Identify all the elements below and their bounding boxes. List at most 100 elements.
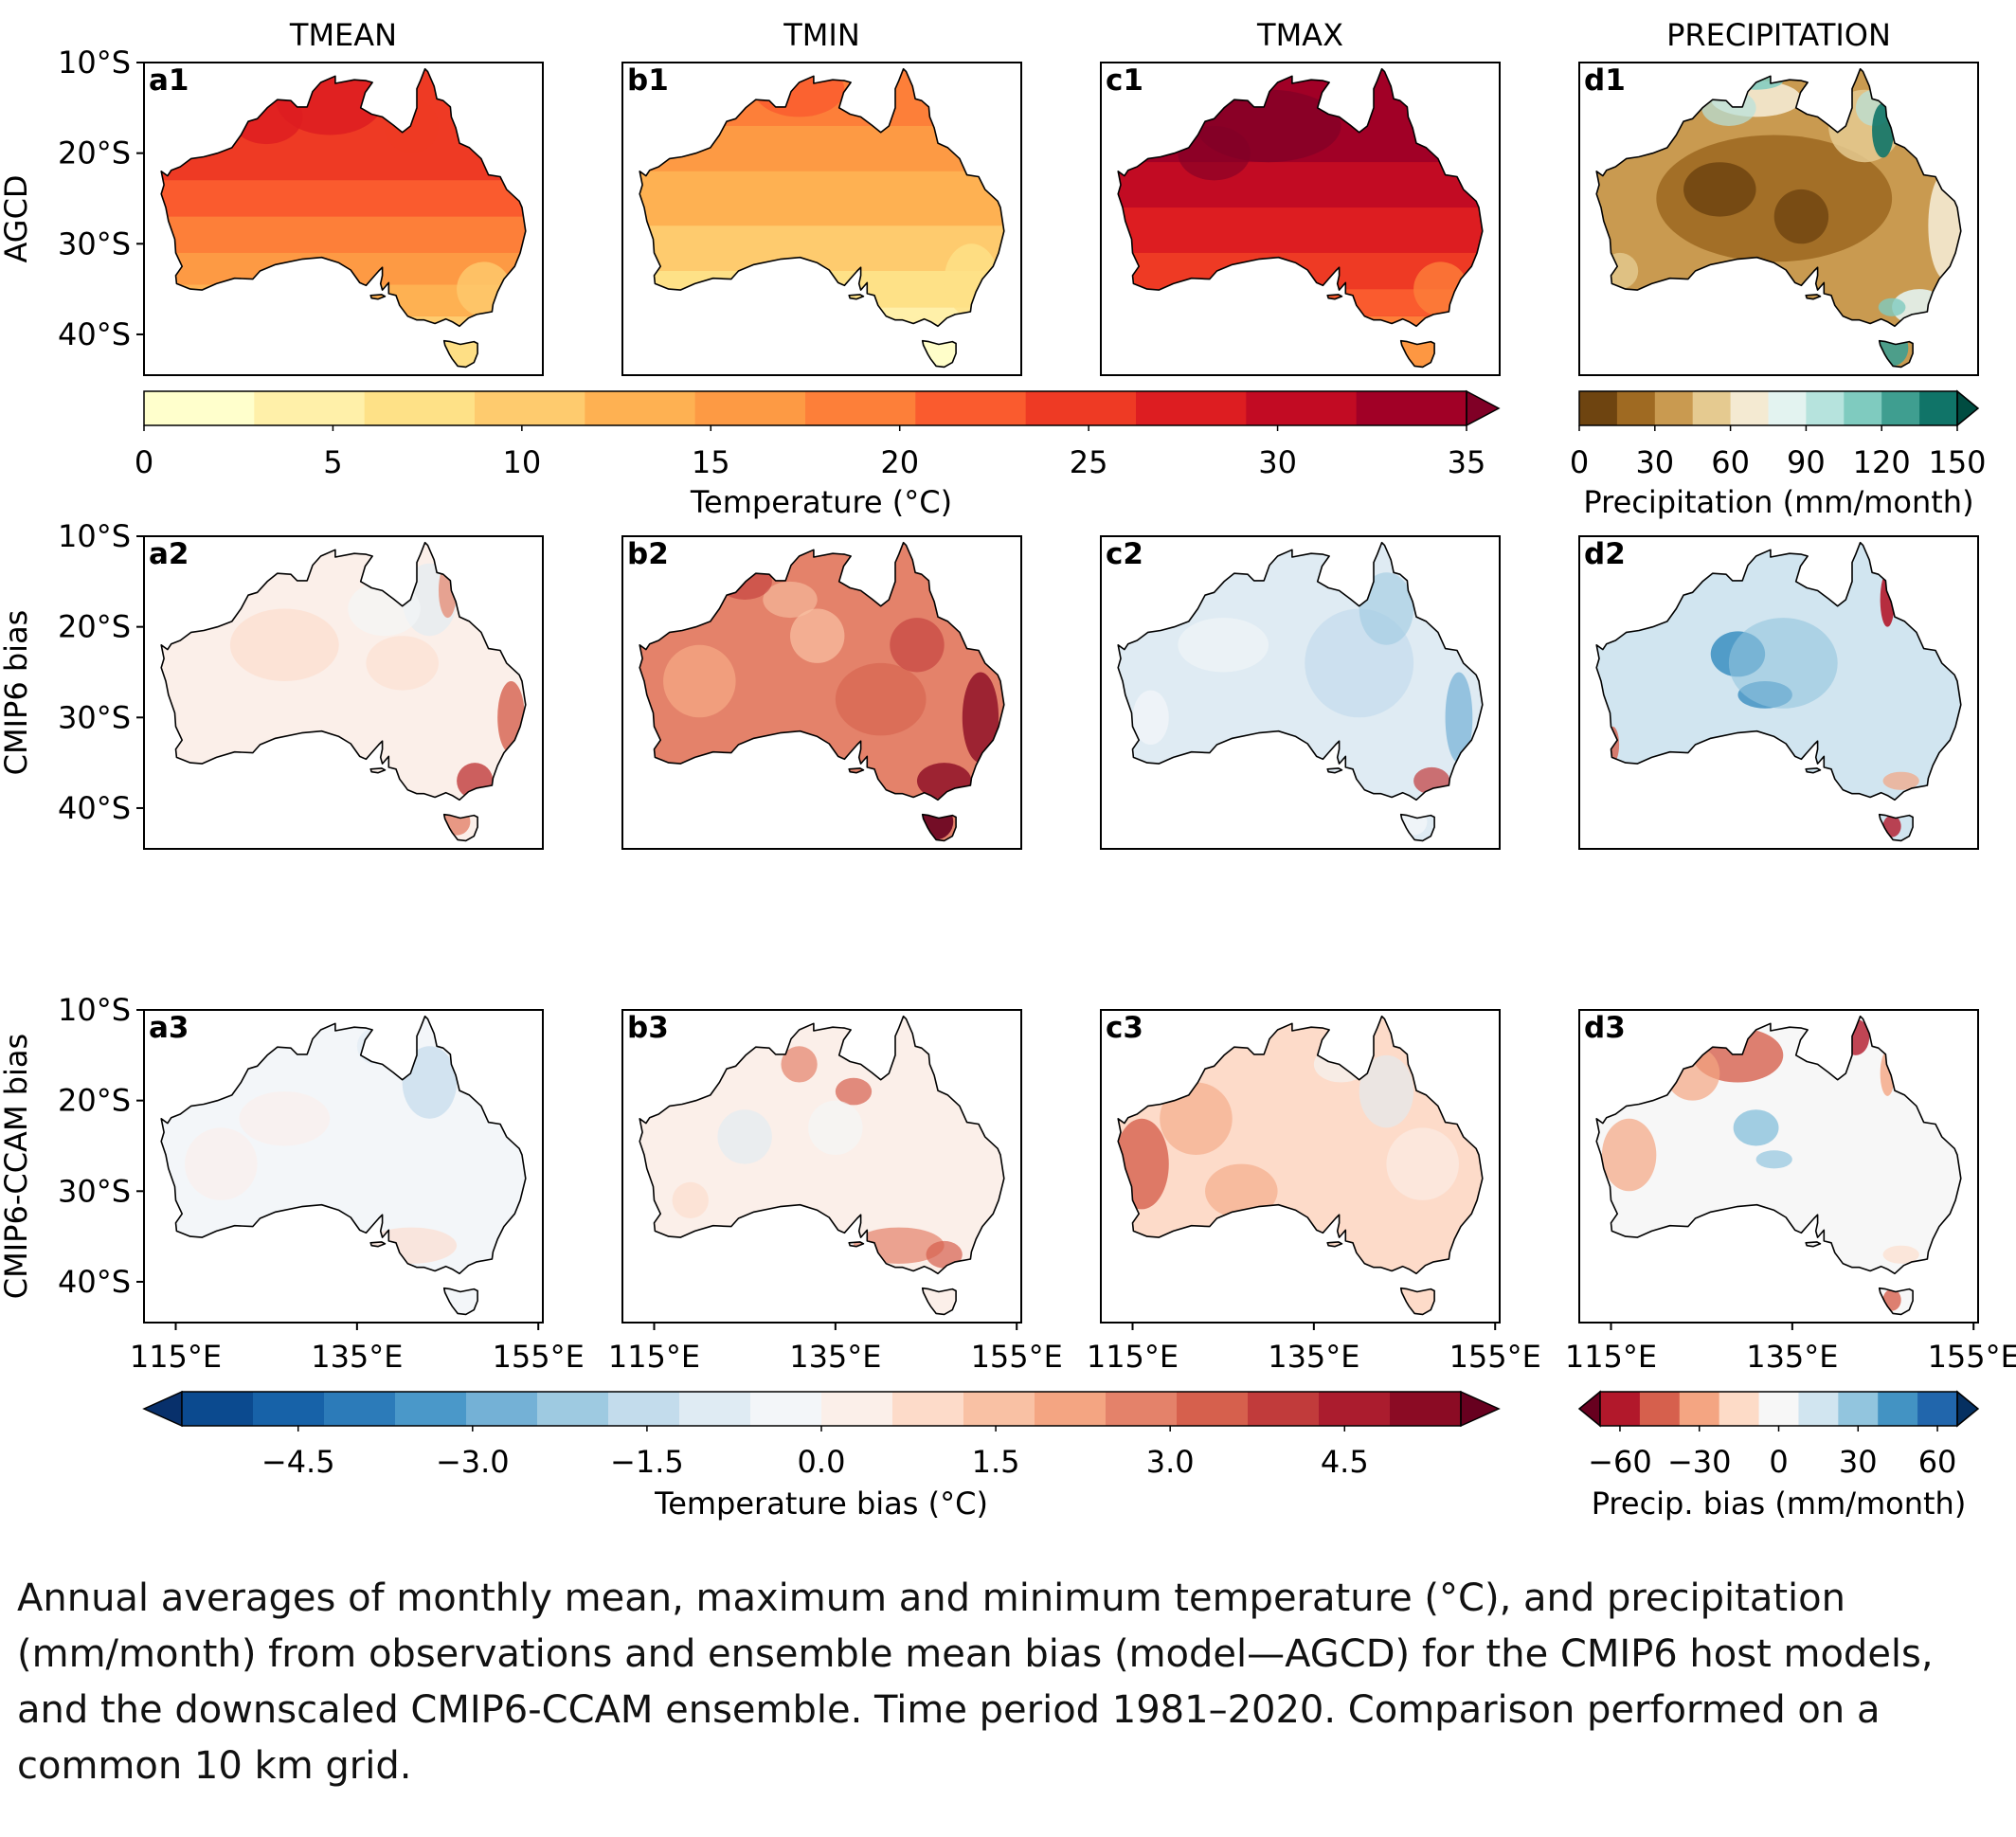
precip-bias-colorbar-swatch xyxy=(1798,1392,1839,1426)
panel-label-a2: a2 xyxy=(149,537,189,571)
temperature-colorbar-swatch xyxy=(805,391,916,425)
temperature-colorbar-swatch xyxy=(1136,391,1247,425)
column-title-tmean: TMEAN xyxy=(289,17,397,53)
lat-tick-label: 40°S xyxy=(58,790,131,826)
temperature-colorbar-extend-max xyxy=(1466,389,1501,427)
precip-bias-colorbar-extend-min xyxy=(1577,1390,1601,1428)
precipitation-colorbar-swatch xyxy=(1768,391,1807,425)
coastline-b3 xyxy=(639,1015,1005,1316)
field-a2 xyxy=(161,542,526,841)
lon-tick-label: 155°E xyxy=(493,1339,585,1375)
panel-frame-b3 xyxy=(621,1009,1022,1324)
precipitation-colorbar-swatch xyxy=(1730,391,1769,425)
temperature-bias-colorbar-tick-label: 3.0 xyxy=(1146,1444,1195,1480)
precipitation-colorbar-swatch xyxy=(1692,391,1732,425)
precip-bias-colorbar-swatch xyxy=(1639,1392,1681,1426)
panel-label-d2: d2 xyxy=(1584,537,1626,571)
temperature-colorbar-title: Temperature (°C) xyxy=(690,484,952,520)
lat-tick-label: 30°S xyxy=(58,699,131,735)
temperature-bias-colorbar-swatch xyxy=(1319,1392,1391,1426)
row-label-3: CMIP6-CCAM bias xyxy=(0,1034,34,1299)
precip-bias-colorbar-tick-label: −30 xyxy=(1667,1444,1732,1480)
panel-label-d1: d1 xyxy=(1584,63,1626,98)
temperature-bias-colorbar-swatch xyxy=(1248,1392,1320,1426)
lon-tick-label: 135°E xyxy=(311,1339,403,1375)
field-b2 xyxy=(639,542,1004,841)
coastline-c2 xyxy=(1117,541,1484,842)
coastline-d1 xyxy=(1595,67,1962,369)
column-title-precipitation: PRECIPITATION xyxy=(1666,17,1891,53)
lon-tick-label: 155°E xyxy=(1928,1339,2016,1375)
temperature-bias-colorbar-title: Temperature bias (°C) xyxy=(654,1486,988,1522)
temperature-bias-colorbar-swatch xyxy=(1106,1392,1178,1426)
temperature-bias-colorbar-swatch xyxy=(1035,1392,1107,1426)
precipitation-colorbar-swatch xyxy=(1616,391,1656,425)
panel-frame-d2 xyxy=(1578,535,1979,850)
temperature-colorbar-swatch xyxy=(475,391,585,425)
map-panel-d1: d1 xyxy=(1578,62,1979,376)
precip-bias-colorbar-swatch xyxy=(1679,1392,1720,1426)
temperature-colorbar-tick-label: 30 xyxy=(1258,444,1297,480)
labels: TMEAN TMIN TMAX PRECIPITATION AGCD CMIP6 bias… xyxy=(0,17,1891,1299)
temperature-bias-colorbar-swatch xyxy=(182,1392,254,1426)
coastline-c3 xyxy=(1117,1015,1484,1316)
lat-tick-label: 10°S xyxy=(58,518,131,554)
field-c1 xyxy=(1118,68,1483,368)
temperature-bias-colorbar-swatch xyxy=(892,1392,964,1426)
temperature-colorbar-tick-label: 10 xyxy=(502,444,541,480)
panel-frame-d3 xyxy=(1578,1009,1979,1324)
lon-tick-label: 155°E xyxy=(971,1339,1063,1375)
precip-bias-colorbar-tick-label: 60 xyxy=(1918,1444,1957,1480)
precipitation-colorbar-tick-label: 120 xyxy=(1853,444,1911,480)
field-d2 xyxy=(1596,542,1961,841)
precipitation-colorbar-swatch xyxy=(1806,391,1845,425)
temperature-colorbar-tick-label: 25 xyxy=(1070,444,1108,480)
lat-tick-label: 20°S xyxy=(58,135,131,171)
precipitation-colorbar-outline xyxy=(1578,390,1958,426)
precip-bias-colorbar-swatch xyxy=(1878,1392,1918,1426)
temperature-colorbar-swatch xyxy=(694,391,806,425)
precipitation-colorbar: 0 30 60 90 120 150 Precipitation (mm/month) xyxy=(1570,389,1987,520)
precip-bias-colorbar-tick-label: 0 xyxy=(1769,1444,1788,1480)
lon-tick-label: 135°E xyxy=(1268,1339,1359,1375)
column-title-tmin: TMIN xyxy=(783,17,860,53)
coastline-b1 xyxy=(639,67,1005,369)
temperature-bias-colorbar-swatch xyxy=(963,1392,1035,1426)
field-c3 xyxy=(1118,1016,1483,1315)
panel-frame-a3 xyxy=(143,1009,544,1324)
temperature-colorbar-tick-label: 35 xyxy=(1448,444,1486,480)
temperature-bias-colorbar-swatch xyxy=(1390,1392,1462,1426)
panel-frame-a1 xyxy=(143,62,544,376)
temperature-colorbar-tick-label: 15 xyxy=(692,444,730,480)
temperature-bias-colorbar-swatch xyxy=(324,1392,396,1426)
temperature-bias-colorbar-swatch xyxy=(608,1392,680,1426)
temperature-colorbar-swatch xyxy=(585,391,696,425)
field-d1 xyxy=(1596,68,1961,368)
colorbars: 0 5 10 15 20 25 30 35 Temperature (°C) 0 30 60 90 120… xyxy=(135,389,1987,1522)
panel-label-d3: d3 xyxy=(1584,1011,1626,1045)
temperature-bias-colorbar-swatch xyxy=(253,1392,325,1426)
precipitation-colorbar-swatch xyxy=(1579,391,1618,425)
precip-bias-colorbar-swatch xyxy=(1917,1392,1958,1426)
panel-label-c2: c2 xyxy=(1106,537,1143,571)
precip-bias-colorbar-title: Precip. bias (mm/month) xyxy=(1592,1486,1967,1522)
panel-frame-b2 xyxy=(621,535,1022,850)
coastline-d2 xyxy=(1595,541,1962,842)
temperature-bias-colorbar-tick-label: −1.5 xyxy=(610,1444,684,1480)
coastline-b2 xyxy=(639,541,1005,842)
panel-label-c1: c1 xyxy=(1106,63,1143,98)
temperature-bias-colorbar-tick-label: −4.5 xyxy=(261,1444,335,1480)
panel-frame-d1 xyxy=(1578,62,1979,376)
field-a3 xyxy=(161,1016,526,1315)
temperature-colorbar-tick-label: 0 xyxy=(135,444,153,480)
temperature-bias-colorbar-swatch xyxy=(537,1392,609,1426)
field-c2 xyxy=(1118,542,1483,841)
precip-bias-colorbar-swatch xyxy=(1838,1392,1879,1426)
precipitation-colorbar-tick-label: 60 xyxy=(1711,444,1750,480)
panel-frame-c2 xyxy=(1100,535,1501,850)
lat-tick-label: 10°S xyxy=(58,45,131,81)
precip-bias-colorbar-swatch xyxy=(1600,1392,1641,1426)
panel-label-b3: b3 xyxy=(627,1011,669,1045)
panel-frame-b1 xyxy=(621,62,1022,376)
temperature-colorbar-swatch xyxy=(254,391,366,425)
